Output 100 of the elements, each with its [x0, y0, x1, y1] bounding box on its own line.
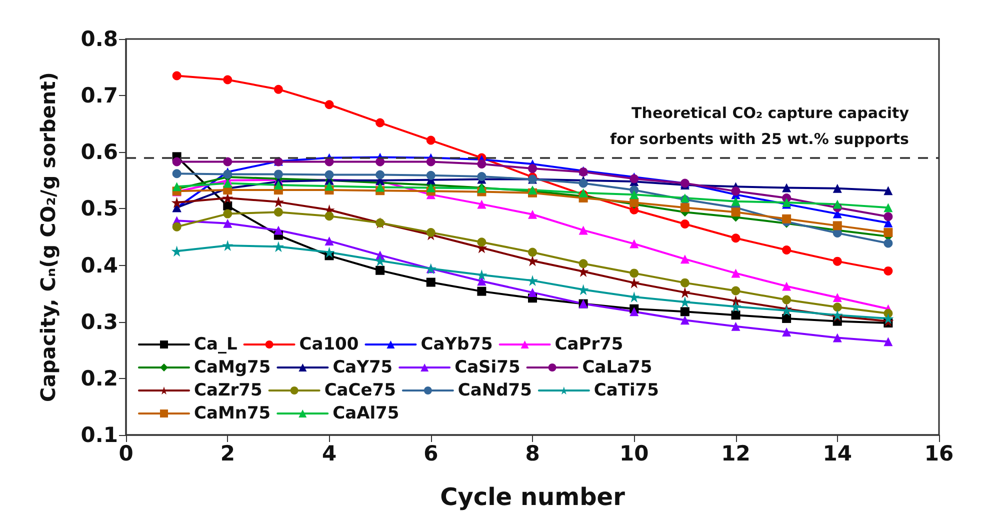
x-tick-label: 8 — [525, 442, 540, 466]
point — [628, 277, 640, 288]
point — [884, 203, 893, 212]
y-tick-label: 0.5 — [80, 196, 118, 221]
point — [731, 196, 740, 206]
point — [782, 295, 792, 304]
point — [832, 302, 842, 312]
point — [426, 157, 436, 166]
point — [680, 278, 690, 288]
y-tick-label: 0.8 — [80, 27, 118, 51]
point — [884, 228, 893, 237]
point — [782, 214, 792, 224]
x-tick-label: 4 — [322, 442, 337, 466]
point — [172, 169, 182, 178]
legend-label: CaNd75 — [458, 380, 532, 400]
point — [324, 236, 334, 246]
point — [426, 278, 436, 287]
point — [832, 256, 842, 266]
y-tick-label: 0.7 — [80, 84, 118, 108]
ref-line-label: Theoretical CO₂ capture capacity for sorbents with 25 wt.% supports — [610, 104, 910, 148]
point — [680, 307, 690, 316]
x-tick-label: 12 — [721, 442, 750, 466]
point — [223, 157, 232, 166]
point — [782, 282, 792, 291]
x-axis-title: Cycle number — [440, 483, 626, 511]
legend-label: CaYb75 — [420, 334, 493, 354]
point — [731, 322, 740, 331]
point — [731, 186, 740, 196]
legend-label: CaMn75 — [194, 404, 271, 424]
point — [527, 275, 538, 286]
point — [578, 226, 588, 235]
point — [884, 266, 893, 276]
point — [630, 307, 639, 316]
x-tick-label: 16 — [924, 442, 954, 466]
point — [731, 234, 740, 243]
point — [324, 246, 335, 258]
point — [528, 288, 537, 297]
point — [376, 266, 385, 275]
point — [731, 286, 740, 296]
point — [274, 208, 283, 217]
point — [172, 222, 182, 232]
point — [426, 183, 436, 192]
point — [528, 248, 537, 257]
point — [730, 301, 742, 312]
point — [324, 100, 334, 110]
point — [578, 259, 588, 268]
point — [223, 209, 232, 218]
point — [884, 186, 893, 196]
point — [477, 276, 486, 286]
point — [222, 240, 234, 251]
x-tick-label: 14 — [822, 442, 852, 466]
y-axis-title: Capacity, Cₙ(g CO₂/g sorbent) — [36, 72, 60, 402]
point — [832, 293, 842, 302]
point — [731, 268, 740, 278]
legend-label: CaLa75 — [582, 358, 652, 378]
legend-label: CaMg75 — [194, 358, 271, 378]
point — [223, 170, 232, 179]
point — [782, 183, 792, 192]
legend-label: CaSi75 — [454, 358, 520, 378]
point — [527, 255, 538, 266]
point — [630, 239, 639, 248]
point — [274, 226, 283, 235]
point — [376, 182, 385, 192]
point — [832, 200, 842, 209]
point — [274, 180, 283, 190]
legend-label: Ca_L — [194, 334, 238, 354]
x-tick-label: 0 — [118, 442, 134, 466]
point — [376, 118, 385, 128]
point — [223, 218, 232, 228]
point — [426, 228, 436, 237]
point — [426, 136, 436, 145]
point — [324, 182, 334, 191]
point — [324, 212, 334, 221]
y-tick-label: 0.2 — [80, 366, 118, 390]
point — [172, 157, 182, 166]
point — [477, 286, 486, 296]
point — [324, 170, 334, 180]
point — [374, 255, 386, 266]
point — [882, 312, 894, 324]
legend-label: CaPr75 — [554, 334, 624, 354]
legend-label: CaZr75 — [194, 380, 262, 400]
point — [477, 160, 486, 169]
point — [376, 170, 385, 180]
point — [680, 219, 690, 228]
point — [731, 208, 740, 217]
x-tick-label: 2 — [220, 442, 235, 466]
point — [272, 241, 284, 252]
point — [477, 238, 486, 247]
y-tick-label: 0.6 — [80, 140, 118, 164]
legend-label: CaAl75 — [332, 404, 400, 424]
point — [782, 328, 792, 337]
x-tick-label: 10 — [620, 442, 649, 466]
point — [832, 221, 842, 230]
point — [274, 170, 283, 179]
point — [578, 178, 588, 188]
point — [679, 296, 690, 308]
point — [782, 246, 792, 255]
point — [832, 184, 842, 193]
point — [426, 170, 436, 180]
point — [630, 268, 639, 278]
